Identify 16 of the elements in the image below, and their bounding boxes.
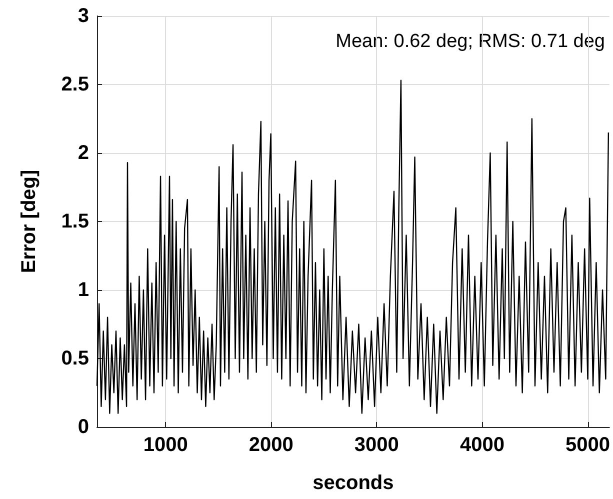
line-series	[96, 80, 610, 414]
y-tick-label: 2	[78, 142, 89, 164]
y-tick-label: 1	[78, 279, 89, 301]
x-tick-label: 2000	[248, 434, 294, 456]
x-axis-title: seconds	[312, 472, 394, 494]
y-axis-title: Error [deg]	[18, 170, 40, 274]
x-tick-label: 4000	[460, 434, 504, 456]
x-tick-label: 5000	[566, 434, 610, 456]
x-tick-label: 1000	[143, 434, 188, 456]
y-tick-label: 1.5	[61, 210, 89, 232]
annotation: Mean: 0.62 deg; RMS: 0.71 deg	[336, 31, 606, 52]
y-tick-label: 3	[78, 5, 89, 27]
x-tick-label: 3000	[354, 434, 399, 456]
y-tick-label: 2.5	[61, 74, 89, 96]
y-tick-label: 0	[78, 416, 89, 438]
y-tick-label: 0.5	[61, 348, 89, 370]
